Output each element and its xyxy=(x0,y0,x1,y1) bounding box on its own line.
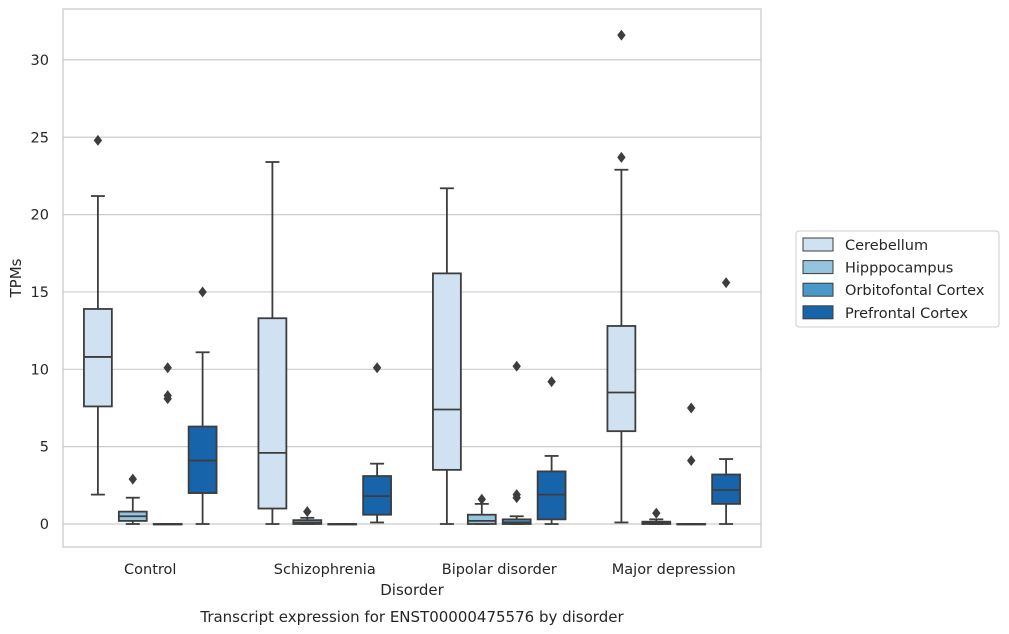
outlier-point xyxy=(93,134,103,146)
y-tick-label: 15 xyxy=(31,285,49,301)
box-prefrontal-cortex xyxy=(187,286,218,525)
box-iqr xyxy=(606,325,637,433)
box-hipppocampus xyxy=(292,506,323,525)
x-tick-label: Major depression xyxy=(612,562,736,578)
y-axis-ticks: 0 5 10 15 20 25 30 xyxy=(31,53,49,533)
box-iqr xyxy=(466,513,497,525)
box-hipppocampus xyxy=(641,507,672,525)
box-hipppocampus xyxy=(466,493,497,525)
box-cerebellum xyxy=(606,29,637,524)
plot-frame xyxy=(62,8,762,548)
x-tick-label: Control xyxy=(124,562,176,578)
outlier-point xyxy=(477,493,486,505)
outlier-point xyxy=(512,489,521,501)
legend-swatch xyxy=(802,305,834,320)
box-cerebellum xyxy=(83,134,113,496)
box-iqr xyxy=(432,272,462,471)
grid-lines xyxy=(63,59,761,525)
outlier-point xyxy=(617,29,626,41)
outlier-point xyxy=(617,151,626,163)
outlier-point xyxy=(687,455,696,467)
box-prefrontal-cortex xyxy=(711,277,741,525)
legend-label: Prefrontal Cortex xyxy=(845,306,968,322)
x-axis-ticks: Control Schizophrenia Bipolar disorder Majo… xyxy=(124,562,736,578)
x-tick-label: Bipolar disorder xyxy=(442,562,557,578)
box-orbitofontal-cortex xyxy=(327,523,358,526)
outlier-point xyxy=(128,473,137,485)
outlier-point xyxy=(687,402,696,414)
outlier-point xyxy=(547,376,556,388)
legend-label: Hipppocampus xyxy=(845,261,953,277)
x-axis-label: Disorder xyxy=(380,581,444,599)
outlier-point xyxy=(512,360,521,372)
box-iqr xyxy=(257,317,288,510)
y-tick-label: 20 xyxy=(31,208,49,224)
outlier-point xyxy=(163,362,172,374)
outlier-point xyxy=(652,507,661,519)
box-orbitofontal-cortex xyxy=(152,362,183,526)
legend-swatch xyxy=(802,260,834,275)
x-tick-label: Schizophrenia xyxy=(274,562,376,578)
box-orbitofontal-cortex xyxy=(501,360,532,525)
box-plot-area xyxy=(83,29,741,526)
y-tick-label: 0 xyxy=(40,517,49,533)
legend-frame xyxy=(795,230,1000,328)
outlier-point xyxy=(721,277,731,289)
box-orbitofontal-cortex xyxy=(676,402,707,526)
outlier-point xyxy=(303,506,312,518)
legend-label: Orbitofontal Cortex xyxy=(845,283,985,299)
outlier-point xyxy=(163,390,172,402)
box-prefrontal-cortex xyxy=(362,362,392,524)
legend-items: Cerebellum Hipppocampus Orbitofontal Corte… xyxy=(802,237,985,322)
box-cerebellum xyxy=(432,187,462,525)
box-cerebellum xyxy=(257,161,288,525)
legend-swatch xyxy=(802,282,834,297)
y-tick-label: 5 xyxy=(40,440,49,456)
legend-label: Cerebellum xyxy=(845,238,928,254)
y-axis-label: TPMs xyxy=(7,258,25,298)
outlier-point xyxy=(198,286,207,298)
y-tick-label: 30 xyxy=(31,53,49,69)
legend-swatch xyxy=(802,237,834,252)
box-hipppocampus xyxy=(117,473,148,525)
y-tick-label: 10 xyxy=(31,362,49,378)
y-tick-label: 25 xyxy=(31,130,49,146)
box-prefrontal-cortex xyxy=(536,376,567,525)
legend: Cerebellum Hipppocampus Orbitofontal Corte… xyxy=(795,230,1000,328)
outlier-point xyxy=(372,362,382,374)
chart-caption: Transcript expression for ENST0000047557… xyxy=(199,608,624,626)
